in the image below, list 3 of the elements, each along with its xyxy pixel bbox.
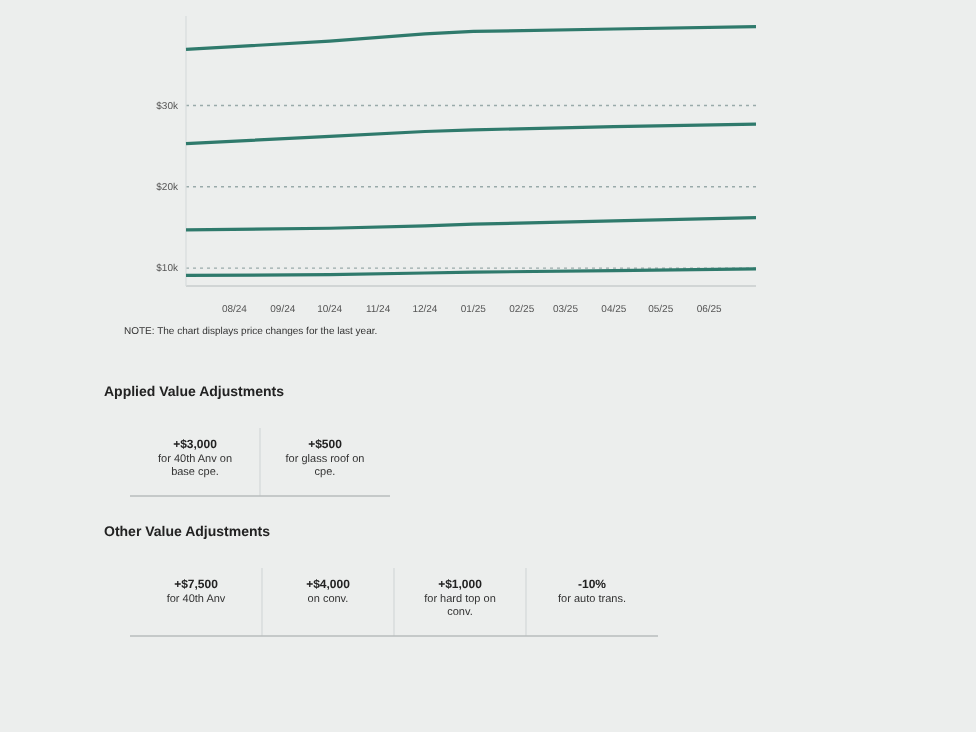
line-series (184, 122, 758, 146)
line-series (184, 216, 758, 232)
line-series (184, 24, 758, 51)
